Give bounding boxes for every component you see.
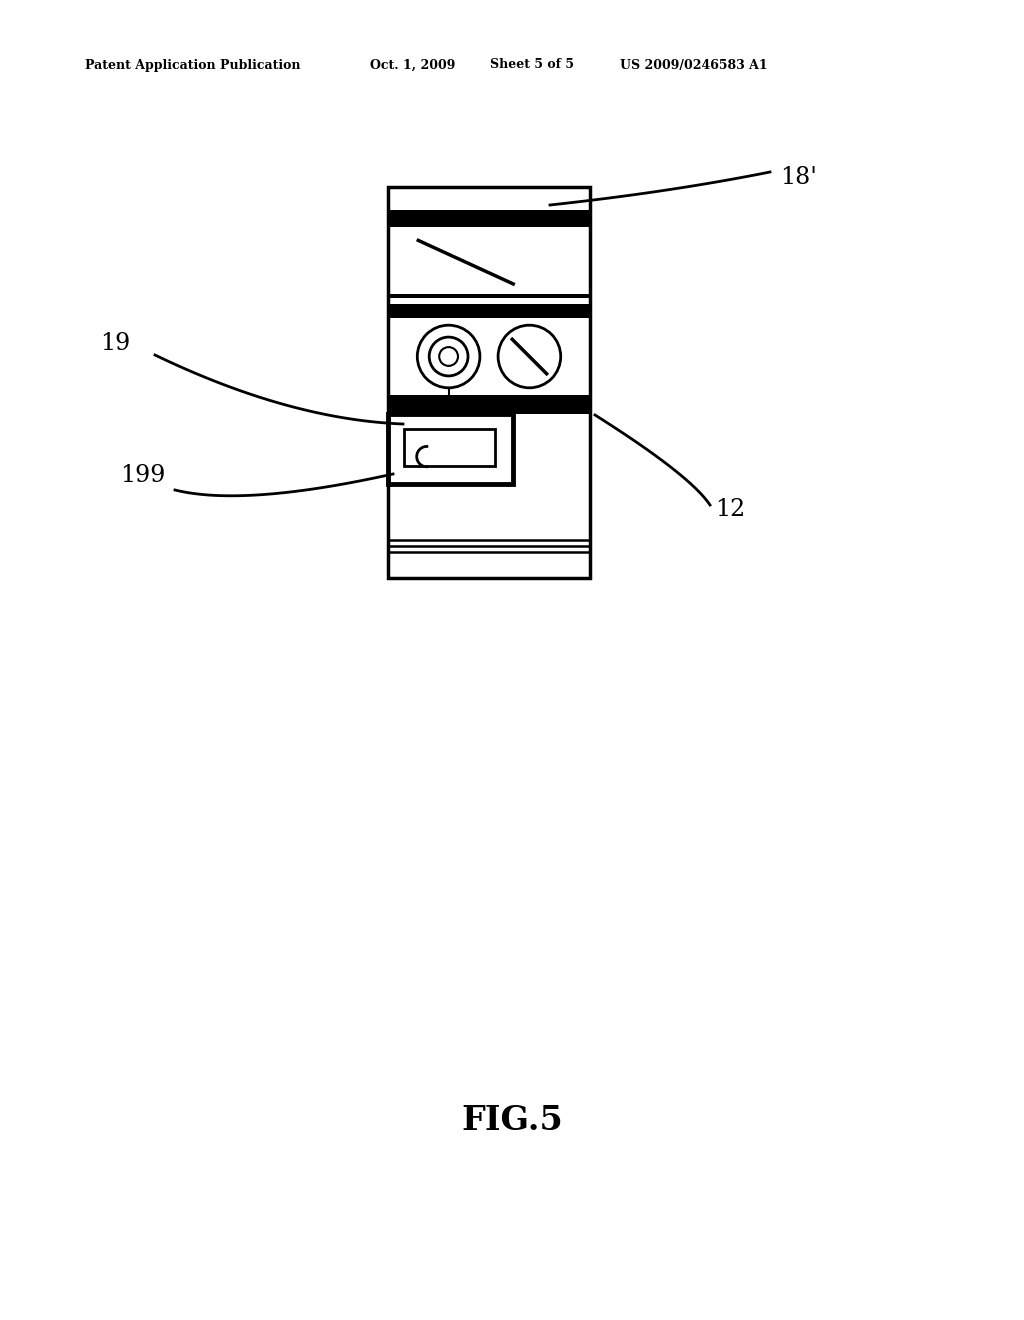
Bar (388, 294, 590, 298)
Bar (388, 210, 590, 227)
Text: 19: 19 (100, 331, 130, 355)
Text: Oct. 1, 2009: Oct. 1, 2009 (370, 58, 456, 71)
Text: FIG.5: FIG.5 (461, 1104, 563, 1137)
Ellipse shape (429, 337, 468, 376)
Bar (388, 399, 590, 414)
Bar (388, 187, 590, 578)
Bar (389, 298, 589, 304)
Bar (388, 187, 590, 578)
Text: 12: 12 (715, 499, 745, 521)
Text: US 2009/0246583 A1: US 2009/0246583 A1 (620, 58, 768, 71)
Bar (388, 414, 513, 484)
Text: 18': 18' (780, 165, 817, 189)
Bar (388, 395, 590, 399)
Text: Patent Application Publication: Patent Application Publication (85, 58, 300, 71)
Bar (388, 304, 590, 318)
Bar (404, 429, 495, 466)
Ellipse shape (439, 347, 458, 366)
Ellipse shape (418, 325, 480, 388)
Text: Sheet 5 of 5: Sheet 5 of 5 (490, 58, 574, 71)
Text: 199: 199 (120, 465, 165, 487)
Ellipse shape (498, 325, 561, 388)
